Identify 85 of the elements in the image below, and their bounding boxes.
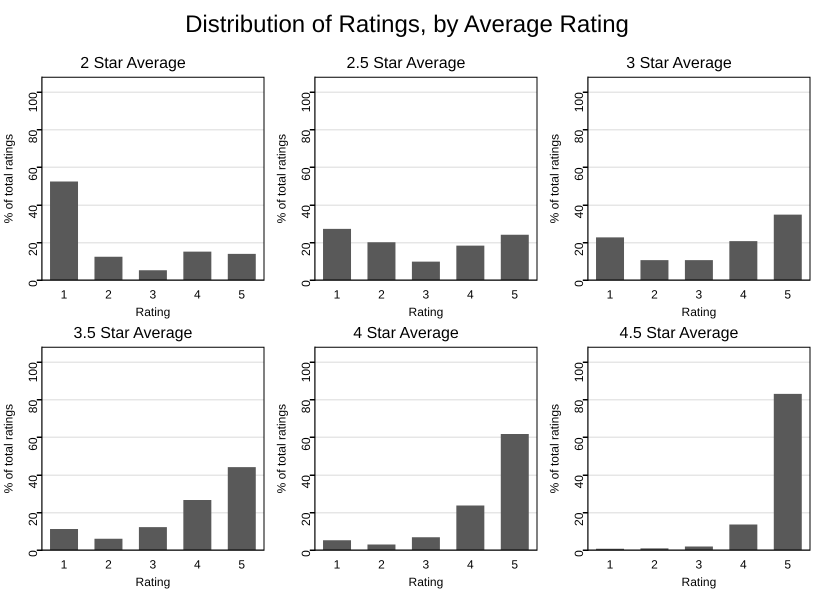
x-tick-label: 3 — [150, 558, 157, 572]
y-axis-title: % of total ratings — [274, 404, 289, 494]
x-tick-label: 4 — [466, 558, 474, 572]
y-tick-label: 0 — [572, 280, 586, 287]
x-tick-label: 5 — [784, 288, 792, 302]
y-axis-title: % of total ratings — [274, 134, 289, 224]
y-tick-label: 100 — [26, 362, 40, 382]
y-tick-label: 80 — [572, 400, 586, 414]
chart-title: 3 Star Average — [626, 55, 732, 72]
x-tick-label: 5 — [784, 558, 792, 572]
y-tick-label: 40 — [299, 474, 314, 488]
x-tick-label: 4 — [194, 288, 201, 302]
y-tick-label: 100 — [299, 362, 314, 382]
y-axis-title: % of total ratings — [2, 404, 16, 494]
x-tick-label: 5 — [511, 288, 518, 302]
y-tick-label: 20 — [572, 512, 586, 526]
y-axis-title: % of total ratings — [2, 134, 16, 224]
x-tick-label: 4 — [194, 558, 201, 572]
y-tick-label: 40 — [26, 474, 40, 488]
y-tick-label: 20 — [26, 242, 40, 256]
x-tick-label: 1 — [334, 558, 341, 572]
y-tick-label: 60 — [299, 167, 314, 181]
x-tick-label: 3 — [422, 558, 430, 572]
x-axis-title: Rating — [408, 305, 444, 320]
x-tick-label: 3 — [696, 288, 703, 302]
x-tick-label: 2 — [105, 558, 112, 572]
y-tick-label: 80 — [26, 400, 40, 414]
y-tick-label: 60 — [299, 437, 314, 451]
y-tick-label: 60 — [572, 437, 586, 451]
y-axis-title: % of total ratings — [548, 404, 562, 494]
y-tick-label: 40 — [572, 204, 586, 218]
chart-title: 4 Star Average — [353, 325, 459, 342]
x-tick-label: 1 — [606, 288, 614, 302]
y-tick-label: 80 — [299, 130, 314, 144]
x-tick-label: 2 — [105, 288, 112, 302]
y-tick-label: 20 — [299, 512, 314, 526]
y-tick-label: 100 — [299, 92, 314, 112]
x-tick-label: 1 — [334, 288, 341, 302]
x-tick-label: 1 — [606, 558, 614, 572]
y-tick-label: 40 — [299, 204, 314, 218]
y-tick-label: 0 — [26, 280, 40, 287]
y-tick-label: 20 — [26, 512, 40, 526]
x-tick-label: 3 — [150, 288, 157, 302]
y-tick-label: 100 — [26, 92, 40, 112]
x-axis-title: Rating — [136, 575, 170, 590]
y-axis-title: % of total ratings — [548, 134, 562, 224]
x-tick-label: 2 — [651, 558, 658, 572]
chart-title: 3.5 Star Average — [74, 325, 193, 342]
x-tick-label: 1 — [60, 558, 68, 572]
x-tick-label: 2 — [651, 288, 658, 302]
x-axis-title: Rating — [682, 575, 716, 590]
chart-title: 2 Star Average — [80, 55, 186, 72]
x-tick-label: 2 — [378, 558, 386, 572]
y-tick-label: 60 — [26, 167, 40, 181]
x-tick-label: 4 — [740, 288, 747, 302]
x-tick-label: 3 — [422, 288, 430, 302]
y-tick-label: 80 — [572, 130, 586, 144]
y-tick-label: 80 — [26, 130, 40, 144]
x-tick-label: 5 — [238, 288, 246, 302]
y-tick-label: 40 — [572, 474, 586, 488]
x-axis-title: Rating — [136, 305, 170, 320]
y-tick-label: 40 — [26, 204, 40, 218]
x-tick-label: 5 — [511, 558, 518, 572]
x-tick-label: 1 — [60, 288, 68, 302]
y-tick-label: 0 — [26, 550, 40, 557]
text: Distribution of Ratings, by Average Rating — [184, 10, 630, 40]
y-tick-label: 100 — [572, 362, 586, 382]
chart-title: 4.5 Star Average — [620, 325, 739, 342]
x-tick-label: 4 — [466, 288, 474, 302]
x-tick-label: 4 — [740, 558, 747, 572]
y-tick-label: 0 — [299, 280, 314, 287]
x-axis-title: Rating — [408, 575, 444, 590]
x-tick-label: 2 — [378, 288, 386, 302]
y-tick-label: 0 — [572, 550, 586, 557]
y-tick-label: 60 — [572, 167, 586, 181]
y-tick-label: 100 — [572, 92, 586, 112]
x-axis-title: Rating — [682, 305, 716, 320]
y-tick-label: 80 — [299, 400, 314, 414]
y-tick-label: 20 — [572, 242, 586, 256]
x-tick-label: 5 — [238, 558, 246, 572]
y-tick-label: 0 — [299, 550, 314, 557]
y-tick-label: 60 — [26, 437, 40, 451]
chart-title: 2.5 Star Average — [346, 55, 466, 72]
x-tick-label: 3 — [696, 558, 703, 572]
y-tick-label: 20 — [299, 242, 314, 256]
